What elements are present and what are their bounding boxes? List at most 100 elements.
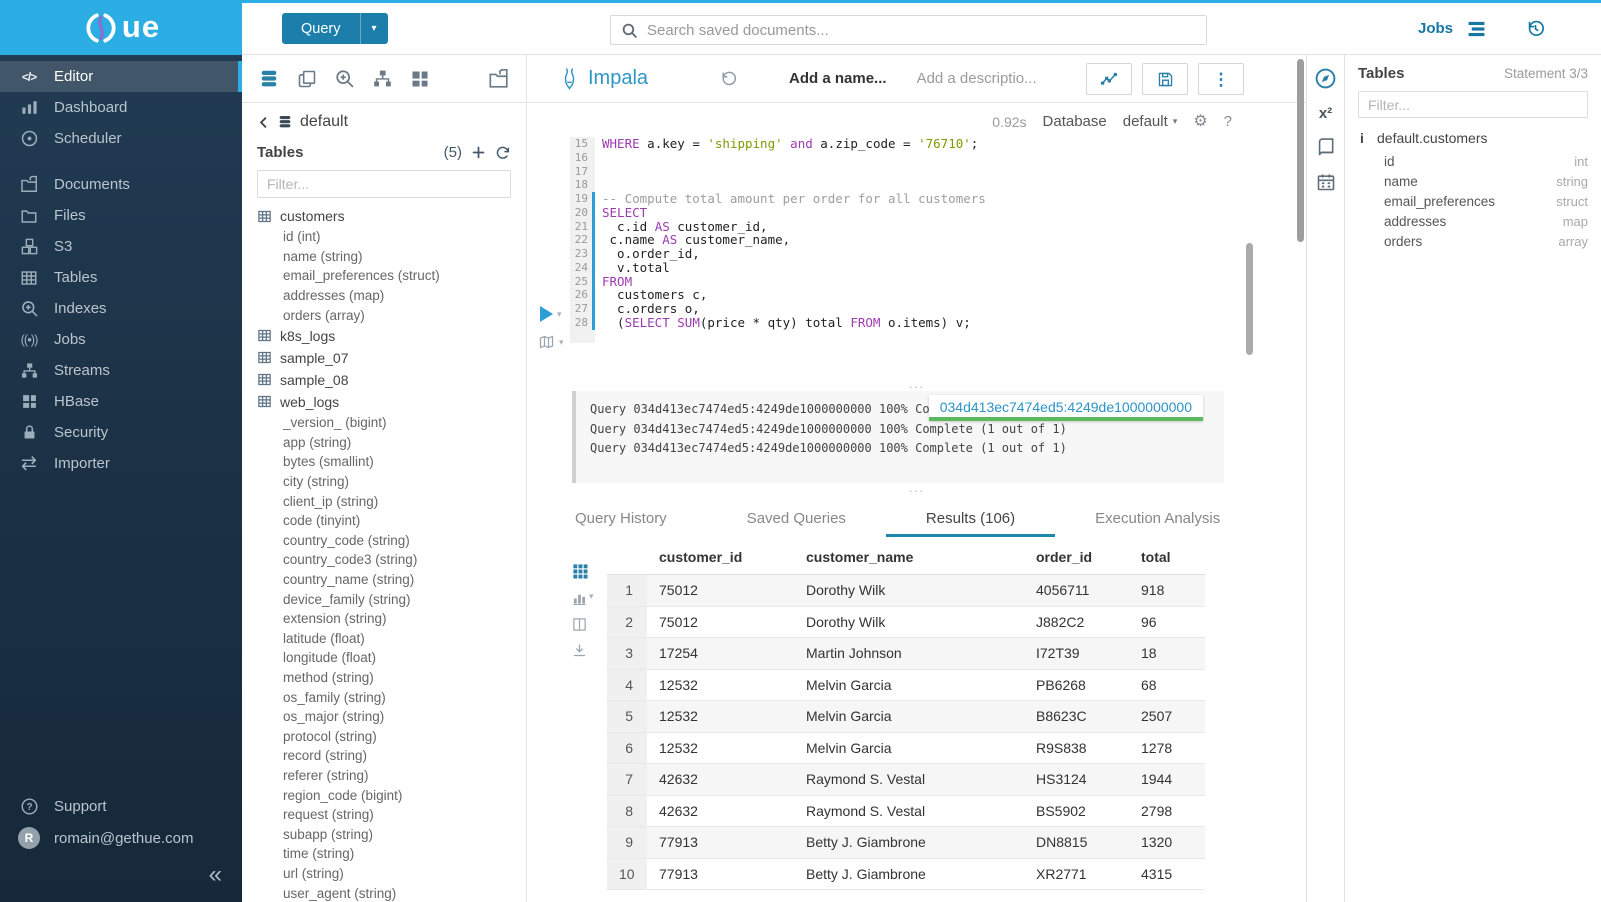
database-select[interactable]: default ▾ <box>1122 113 1178 130</box>
column-header[interactable]: total <box>1129 543 1205 575</box>
job-id-badge[interactable]: 034d413ec7474ed5:4249de1000000000 <box>928 395 1203 421</box>
column-item[interactable]: email_preferences (struct) <box>283 268 440 284</box>
sidebar-item-editor[interactable]: </> Editor <box>0 61 242 92</box>
sidebar-item-user[interactable]: R romain@gethue.com <box>0 822 242 854</box>
explain-button[interactable]: ▾ <box>538 334 564 350</box>
column-item[interactable]: _version_ (bigint) <box>283 415 387 431</box>
right-filter-input[interactable] <box>1358 91 1588 118</box>
columns-view-icon[interactable] <box>572 617 594 632</box>
code-line[interactable]: 16 <box>570 150 1248 165</box>
right-column-item[interactable]: email_preferences struct <box>1384 193 1588 209</box>
column-item[interactable]: referer (string) <box>283 767 369 783</box>
engine-title[interactable]: Impala <box>588 67 649 89</box>
column-item[interactable]: subapp (string) <box>283 826 374 842</box>
panel-scrollbar[interactable] <box>1297 59 1304 242</box>
save-button[interactable] <box>1142 63 1188 95</box>
back-chevron-icon[interactable] <box>257 116 270 129</box>
query-history-icon[interactable] <box>1526 19 1545 38</box>
active-table-name[interactable]: default.customers <box>1377 130 1488 146</box>
jobs-list-icon[interactable] <box>1467 21 1486 37</box>
query-dropdown-caret-icon[interactable]: ▾ <box>371 23 377 34</box>
result-row[interactable]: 8 42632 Raymond S. Vestal BS5902 2798 <box>607 795 1205 827</box>
column-item[interactable]: os_major (string) <box>283 709 385 725</box>
result-row[interactable]: 6 12532 Melvin Garcia R9S838 1278 <box>607 732 1205 764</box>
sql-code[interactable]: 15 WHERE a.key = 'shipping' and a.zip_cod… <box>570 137 1248 344</box>
sidebar-item-indexes[interactable]: Indexes <box>0 293 242 324</box>
right-column-item[interactable]: name string <box>1384 173 1588 189</box>
tab-results-106-[interactable]: Results (106) <box>885 510 1056 537</box>
table-item[interactable]: sample_08 <box>257 369 511 391</box>
tab-query-history[interactable]: Query History <box>575 510 667 527</box>
global-search[interactable] <box>610 15 1207 45</box>
column-item[interactable]: country_code3 (string) <box>283 552 418 568</box>
log-resize-handle[interactable] <box>527 483 1306 499</box>
execute-button[interactable]: ▾ <box>540 306 562 322</box>
column-item[interactable]: orders (array) <box>283 307 365 323</box>
column-item[interactable]: app (string) <box>283 434 352 450</box>
sidebar-item-security[interactable]: Security <box>0 417 242 448</box>
column-item[interactable]: method (string) <box>283 669 374 685</box>
right-column-item[interactable]: addresses map <box>1384 214 1588 230</box>
result-row[interactable]: 5 12532 Melvin Garcia B8623C 2507 <box>607 700 1205 733</box>
column-item[interactable]: id (int) <box>283 229 321 245</box>
documents-assist-icon[interactable] <box>297 69 317 89</box>
chart-button[interactable] <box>1086 63 1132 95</box>
jobs-link[interactable]: Jobs <box>1417 20 1453 37</box>
code-line[interactable]: 19 -- Compute total amount per order for … <box>570 192 1248 206</box>
chart-view-icon[interactable]: ▾ <box>572 591 594 606</box>
zoom-in-assist-icon[interactable] <box>334 68 355 89</box>
new-query-button[interactable]: Query ▾ <box>282 13 388 44</box>
table-item[interactable]: k8s_logs <box>257 325 511 347</box>
table-item[interactable]: customers <box>257 205 511 227</box>
column-item[interactable]: extension (string) <box>283 611 387 627</box>
breadcrumb-database-name[interactable]: default <box>300 113 349 130</box>
column-item[interactable]: latitude (float) <box>283 630 365 646</box>
column-item[interactable]: city (string) <box>283 474 350 490</box>
collapse-sidebar-icon[interactable]: « <box>208 861 222 888</box>
column-item[interactable]: name (string) <box>283 248 363 264</box>
sidebar-item-s3[interactable]: S3 <box>0 231 242 262</box>
tab-execution-analysis[interactable]: Execution Analysis <box>1095 510 1221 527</box>
column-item[interactable]: user_agent (string) <box>283 885 397 901</box>
query-name-field[interactable]: Add a name... <box>789 70 887 87</box>
column-header[interactable]: order_id <box>1024 543 1129 575</box>
column-item[interactable]: time (string) <box>283 846 355 862</box>
result-row[interactable]: 7 42632 Raymond S. Vestal HS3124 1944 <box>607 763 1205 796</box>
code-line[interactable]: 20 SELECT <box>570 205 1248 220</box>
sitemap-assist-icon[interactable] <box>372 68 393 89</box>
table-filter-input[interactable] <box>257 170 511 198</box>
code-line[interactable]: 25 FROM <box>570 274 1248 289</box>
result-row[interactable]: 1 75012 Dorothy Wilk 4056711 918 <box>607 574 1205 607</box>
column-item[interactable]: region_code (bigint) <box>283 787 403 803</box>
code-line[interactable]: 28 (SELECT SUM(price * qty) total FROM o… <box>570 315 1248 330</box>
snippet-history-icon[interactable] <box>720 70 737 87</box>
functions-icon[interactable]: x² <box>1318 105 1333 122</box>
info-icon[interactable]: i <box>1360 130 1364 146</box>
download-icon[interactable] <box>572 643 594 658</box>
hue-logo[interactable]: ue <box>0 0 242 55</box>
column-header[interactable]: customer_name <box>794 543 1024 575</box>
result-row[interactable]: 3 17254 Martin Johnson I72T39 18 <box>607 637 1205 670</box>
result-row[interactable]: 10 77913 Betty J. Giambrone XR2771 4315 <box>607 858 1205 890</box>
column-item[interactable]: protocol (string) <box>283 728 377 744</box>
database-assist-icon[interactable] <box>258 68 280 90</box>
sidebar-item-support[interactable]: ? Support <box>0 790 242 822</box>
table-item[interactable]: sample_07 <box>257 347 511 369</box>
column-item[interactable]: request (string) <box>283 807 374 823</box>
sidebar-item-files[interactable]: Files <box>0 200 242 231</box>
editor-resize-handle[interactable] <box>527 383 1306 391</box>
code-line[interactable]: 21 c.id AS customer_id, <box>570 219 1248 234</box>
add-table-icon[interactable] <box>471 145 486 160</box>
result-row[interactable]: 2 75012 Dorothy Wilk J882C2 96 <box>607 606 1205 638</box>
execute-options-caret-icon[interactable]: ▾ <box>557 308 562 319</box>
result-row[interactable]: 9 77913 Betty J. Giambrone DN8815 1320 <box>607 826 1205 859</box>
code-line[interactable]: 17 <box>570 164 1248 179</box>
tab-saved-queries[interactable]: Saved Queries <box>746 510 846 527</box>
right-column-item[interactable]: id int <box>1384 153 1588 169</box>
column-header[interactable]: customer_id <box>647 543 794 575</box>
sidebar-item-dashboard[interactable]: Dashboard <box>0 92 242 123</box>
column-item[interactable]: longitude (float) <box>283 650 377 666</box>
code-line[interactable]: 18 <box>570 178 1248 192</box>
sidebar-item-tables[interactable]: Tables <box>0 262 242 293</box>
column-item[interactable]: code (tinyint) <box>283 513 361 529</box>
